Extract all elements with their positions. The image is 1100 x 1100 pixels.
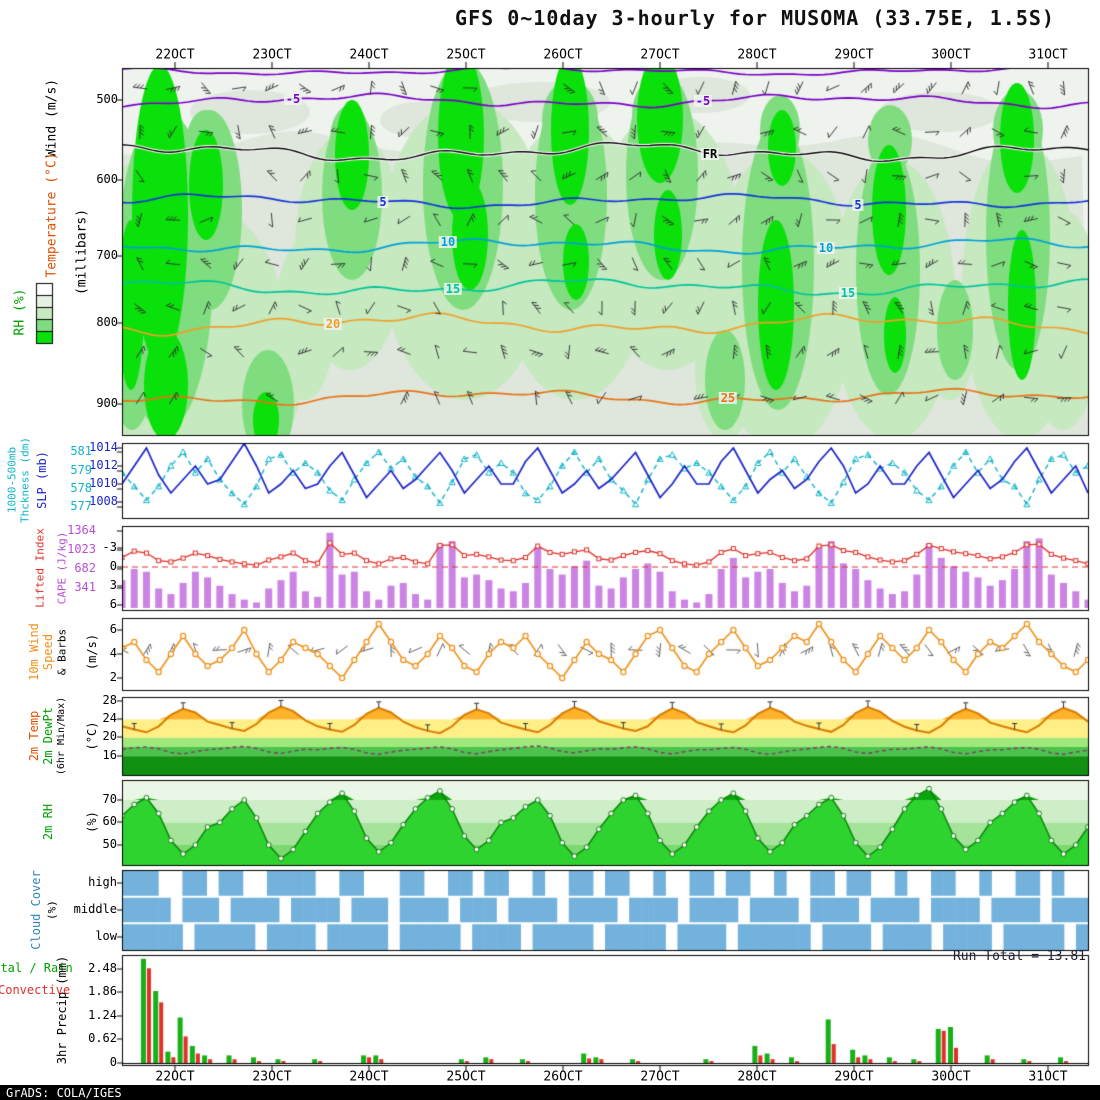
- x-axis-label: 27OCT: [640, 1069, 680, 1085]
- x-axis-label: 31OCT: [1028, 47, 1068, 63]
- axis-tick-label: 600: [96, 172, 118, 186]
- x-axis-label: 25OCT: [446, 47, 486, 63]
- axis-tick-label: 50: [102, 837, 117, 851]
- ylabel-rh: RH (%): [12, 288, 28, 336]
- contour-label: 25: [718, 390, 738, 405]
- x-axis-label: 25OCT: [446, 1069, 486, 1085]
- x-axis-label: 26OCT: [543, 47, 583, 63]
- x-axis-label: 24OCT: [349, 47, 389, 63]
- axis-tick-label: 341: [74, 580, 96, 594]
- axis-tick-label: 581: [70, 444, 92, 458]
- contour-label: FR: [700, 147, 720, 162]
- contour-label: -5: [693, 93, 713, 108]
- axis-tick-label: 6: [109, 622, 117, 636]
- x-axis-label: 29OCT: [834, 1069, 874, 1085]
- x-axis-label: 31OCT: [1028, 1069, 1068, 1085]
- contour-label: 10: [438, 234, 458, 249]
- axis-tick-label: -3: [102, 540, 117, 554]
- axis-tick-label: 577: [70, 499, 92, 513]
- axis-tick-label: 2: [109, 670, 117, 684]
- axis-tick-label: 4: [109, 646, 117, 660]
- axis-tick-label: middle: [73, 902, 117, 916]
- x-axis-label: 26OCT: [543, 1069, 583, 1085]
- axis-tick-label: 1010: [89, 476, 118, 490]
- axis-tick-label: 500: [96, 92, 118, 106]
- ylabel-wind: Wind (m/s): [44, 78, 60, 158]
- axis-tick-label: 0: [109, 1055, 117, 1069]
- axis-tick-label: 1364: [67, 523, 96, 537]
- x-axis-label: 29OCT: [834, 47, 874, 63]
- axis-tick-label: 2.48: [88, 961, 117, 975]
- chart-title: GFS 0~10day 3-hourly for MUSOMA (33.75E,…: [455, 6, 1055, 30]
- x-axis-label: 22OCT: [155, 1069, 195, 1085]
- axis-tick-label: 800: [96, 315, 118, 329]
- x-axis-label: 24OCT: [349, 1069, 389, 1085]
- axis-tick-label: low: [95, 929, 117, 943]
- axis-tick-label: 1.86: [88, 984, 117, 998]
- contour-label: 10: [816, 240, 836, 255]
- axis-tick-label: 28: [102, 693, 117, 707]
- axis-tick-label: 16: [102, 748, 117, 762]
- axis-tick-label: 1023: [67, 542, 96, 556]
- axis-tick-label: 1012: [89, 458, 118, 472]
- axis-tick-label: 24: [102, 711, 117, 725]
- x-axis-label: 28OCT: [737, 47, 777, 63]
- label-precip-convective: Convective: [0, 983, 71, 997]
- x-axis-label: 30OCT: [931, 47, 971, 63]
- axis-tick-label: 682: [74, 561, 96, 575]
- x-axis-label: 28OCT: [737, 1069, 777, 1085]
- axis-tick-label: 1014: [89, 440, 118, 454]
- axis-tick-label: 60: [102, 814, 117, 828]
- grads-credit-bar: GrADS: COLA/IGES: [0, 1085, 1100, 1100]
- x-axis-label: 23OCT: [252, 47, 292, 63]
- contour-label: 20: [323, 316, 343, 331]
- x-axis-label: 22OCT: [155, 47, 195, 63]
- x-axis-label: 23OCT: [252, 1069, 292, 1085]
- axis-tick-label: 1008: [89, 494, 118, 508]
- axis-tick-label: 6: [109, 597, 117, 611]
- contour-label: 5: [377, 194, 389, 209]
- run-total-label: Run Total = 13.81: [952, 949, 1086, 964]
- axis-tick-label: 900: [96, 396, 118, 410]
- contour-label: 5: [852, 198, 864, 213]
- label-precip-total: Total / Rain: [0, 961, 73, 975]
- x-axis-label: 27OCT: [640, 47, 680, 63]
- axis-tick-label: 3: [109, 578, 117, 592]
- axis-tick-label: 0.62: [88, 1031, 117, 1045]
- axis-tick-label: 578: [70, 481, 92, 495]
- axis-tick-label: 579: [70, 463, 92, 477]
- axis-tick-label: 20: [102, 729, 117, 743]
- axis-tick-label: high: [88, 875, 117, 889]
- contour-label: 15: [443, 281, 463, 296]
- axis-tick-label: 1.24: [88, 1008, 117, 1022]
- contour-label: -5: [283, 91, 303, 106]
- axis-tick-label: 0: [109, 559, 117, 573]
- x-axis-label: 30OCT: [931, 1069, 971, 1085]
- axis-tick-label: 70: [102, 792, 117, 806]
- grads-credit: GrADS: COLA/IGES: [6, 1086, 122, 1100]
- contour-label: 15: [838, 286, 858, 301]
- axis-tick-label: 700: [96, 248, 118, 262]
